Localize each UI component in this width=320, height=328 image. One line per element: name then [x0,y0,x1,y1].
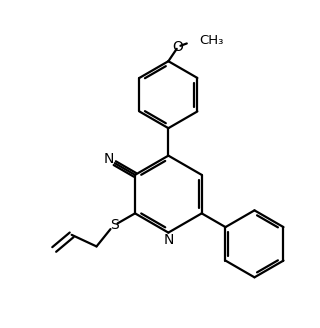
Text: S: S [110,218,118,233]
Text: N: N [103,153,114,167]
Text: N: N [163,233,173,247]
Text: O: O [172,40,183,54]
Text: CH₃: CH₃ [199,34,224,47]
